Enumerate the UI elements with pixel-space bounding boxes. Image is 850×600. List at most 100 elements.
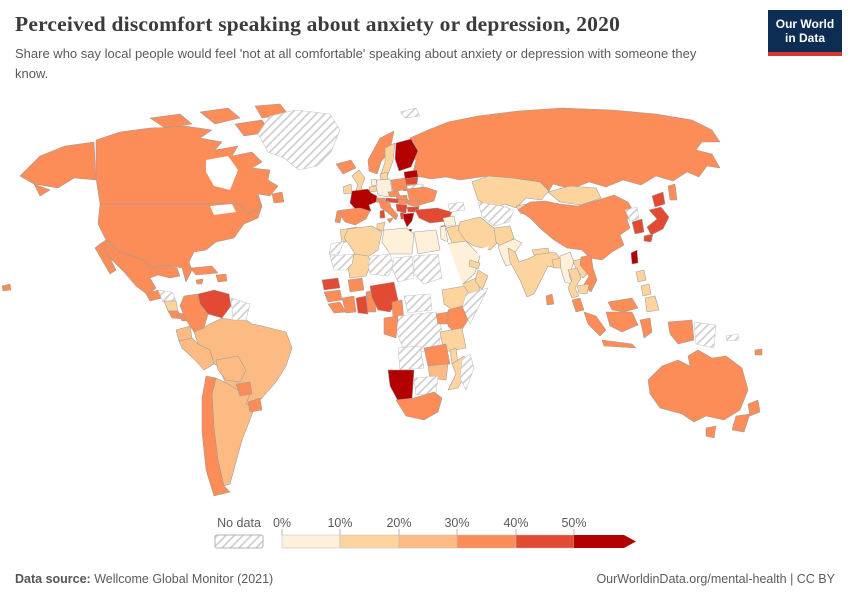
country-australia[interactable] xyxy=(647,349,749,439)
country-ivory-coast[interactable] xyxy=(341,295,357,314)
legend-swatch-50-plus[interactable] xyxy=(574,535,624,548)
country-taiwan[interactable] xyxy=(630,249,639,265)
country-greenland[interactable] xyxy=(257,109,341,171)
country-india[interactable] xyxy=(507,247,563,298)
country-belgium[interactable] xyxy=(368,185,378,193)
owid-logo[interactable]: Our World in Data xyxy=(768,10,842,56)
country-zambia[interactable] xyxy=(423,343,451,367)
country-libya[interactable] xyxy=(381,227,415,255)
country-niger[interactable] xyxy=(367,253,395,277)
country-thailand[interactable] xyxy=(567,267,582,299)
country-cambodia[interactable] xyxy=(576,283,590,295)
country-guyana-suriname[interactable] xyxy=(230,297,251,321)
country-myanmar[interactable] xyxy=(559,251,575,286)
data-source-line: Data source: Wellcome Global Monitor (20… xyxy=(15,572,273,586)
country-serbia-balkans[interactable] xyxy=(395,203,408,214)
country-nicaragua[interactable] xyxy=(163,300,179,312)
country-iran[interactable] xyxy=(457,216,499,251)
country-nepal[interactable] xyxy=(531,247,550,256)
country-japan[interactable] xyxy=(643,191,670,243)
country-vietnam[interactable] xyxy=(579,254,598,293)
country-north-korea[interactable] xyxy=(624,206,640,222)
country-namibia[interactable] xyxy=(387,369,415,402)
country-chad[interactable] xyxy=(391,255,415,283)
country-angola[interactable] xyxy=(397,345,425,371)
legend-arrow-tip xyxy=(624,535,636,548)
country-russia[interactable] xyxy=(407,107,721,201)
country-france[interactable] xyxy=(349,188,378,214)
country-honduras[interactable] xyxy=(157,289,177,303)
great-lakes xyxy=(210,204,236,215)
country-uruguay[interactable] xyxy=(247,397,263,413)
country-laos[interactable] xyxy=(572,258,590,279)
credit-link[interactable]: OurWorldinData.org/mental-health | CC BY xyxy=(596,572,835,586)
country-zimbabwe[interactable] xyxy=(427,363,449,381)
country-ghana[interactable] xyxy=(355,295,369,315)
country-svalbard[interactable] xyxy=(399,107,421,119)
country-caucasus[interactable] xyxy=(447,201,466,213)
country-jamaica[interactable] xyxy=(195,278,204,285)
legend-swatch-20-30[interactable] xyxy=(398,534,458,549)
country-south-korea[interactable] xyxy=(631,218,645,235)
country-peru[interactable] xyxy=(178,337,215,371)
country-netherlands[interactable] xyxy=(370,178,378,187)
country-somalia[interactable] xyxy=(461,287,489,325)
legend-tick-40: 40% xyxy=(503,516,528,530)
country-finland[interactable] xyxy=(394,138,419,172)
country-romania[interactable] xyxy=(406,199,421,208)
country-ireland[interactable] xyxy=(342,183,353,195)
country-mongolia[interactable] xyxy=(547,185,602,206)
legend-swatch-10-20[interactable] xyxy=(339,534,400,549)
country-cuba[interactable] xyxy=(189,265,219,276)
country-israel-jordan[interactable] xyxy=(439,225,449,243)
country-madagascar[interactable] xyxy=(459,353,475,391)
country-kenya[interactable] xyxy=(447,305,469,337)
country-senegal[interactable] xyxy=(321,277,341,291)
country-burkina-faso[interactable] xyxy=(347,277,365,293)
legend-swatch-0-10[interactable] xyxy=(281,534,341,549)
persian-gulf xyxy=(477,246,489,256)
country-fiji[interactable] xyxy=(754,348,763,356)
country-egypt[interactable] xyxy=(413,229,441,255)
country-sardinia[interactable] xyxy=(379,209,386,219)
country-papua-new-guinea[interactable] xyxy=(693,321,717,349)
country-gabon-congo[interactable] xyxy=(383,315,399,339)
country-nigeria[interactable] xyxy=(369,281,399,313)
country-portugal[interactable] xyxy=(334,209,343,224)
country-mexico[interactable] xyxy=(94,239,181,296)
country-tunisia[interactable] xyxy=(376,221,386,232)
country-western-sahara[interactable] xyxy=(328,240,345,256)
country-sri-lanka[interactable] xyxy=(545,293,555,306)
country-syria[interactable] xyxy=(442,215,457,227)
country-new-caledonia[interactable] xyxy=(725,333,740,342)
country-paraguay[interactable] xyxy=(235,381,253,397)
country-algeria[interactable] xyxy=(343,225,383,263)
country-italy[interactable] xyxy=(378,200,399,224)
country-usa[interactable] xyxy=(1,141,263,292)
country-guinea[interactable] xyxy=(323,289,343,303)
country-iceland[interactable] xyxy=(335,159,357,175)
country-central-african-republic[interactable] xyxy=(403,293,433,314)
country-bolivia[interactable] xyxy=(215,355,247,383)
country-uzbekistan-turkmenistan[interactable] xyxy=(477,201,515,227)
country-indonesia[interactable] xyxy=(583,311,695,349)
country-malaysia[interactable] xyxy=(571,297,639,313)
country-chile[interactable] xyxy=(201,375,231,497)
country-uae[interactable] xyxy=(468,259,481,270)
country-uganda[interactable] xyxy=(435,311,449,325)
legend-swatch-40-50[interactable] xyxy=(515,534,575,549)
legend-swatch-30-40[interactable] xyxy=(456,534,517,549)
country-canada[interactable] xyxy=(95,103,289,215)
country-dominican-republic[interactable] xyxy=(215,273,228,283)
country-new-zealand[interactable] xyxy=(731,399,761,433)
country-hungary[interactable] xyxy=(397,198,409,205)
country-colombia[interactable] xyxy=(179,293,209,333)
country-mali[interactable] xyxy=(347,253,373,279)
country-philippines[interactable] xyxy=(635,269,660,313)
legend-no-data-swatch[interactable] xyxy=(214,534,264,549)
legend-tick-10: 10% xyxy=(327,516,352,530)
country-spain[interactable] xyxy=(339,207,371,226)
country-south-africa[interactable] xyxy=(395,391,443,421)
country-sudan[interactable] xyxy=(413,253,443,285)
